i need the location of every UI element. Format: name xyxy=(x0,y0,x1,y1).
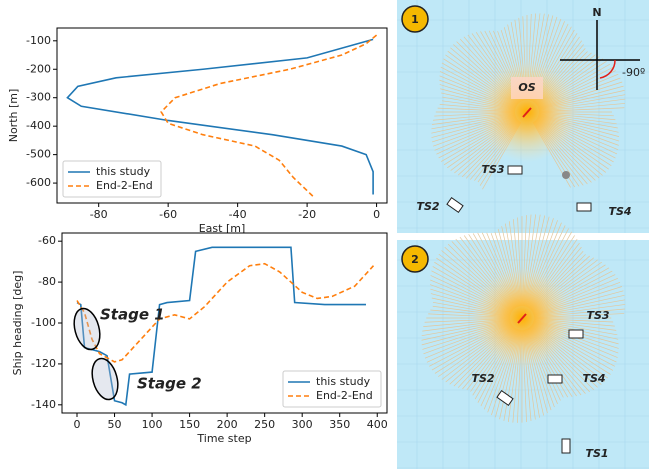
y-tick-label: -400 xyxy=(26,119,51,132)
x-tick-label: 400 xyxy=(367,418,388,431)
ship-label: TS2 xyxy=(471,372,494,385)
y-tick-label: -200 xyxy=(26,62,51,75)
y-tick-label: -100 xyxy=(31,316,56,329)
x-label: Time step xyxy=(196,432,251,445)
compass-n: N xyxy=(592,6,601,19)
x-tick-label: -40 xyxy=(229,208,247,221)
annotation: Stage 2 xyxy=(137,375,202,393)
ship xyxy=(562,439,570,453)
annotation: Stage 1 xyxy=(100,306,165,324)
ship-label: OS xyxy=(518,81,535,94)
x-tick-label: 200 xyxy=(217,418,238,431)
ship xyxy=(577,203,591,211)
x-tick-label: 150 xyxy=(179,418,200,431)
figure: 1 2 N -90º OS TS3 TS2 TS4 TS3 TS2 TS4 TS1 -80 -60 -40 -… xyxy=(0,0,649,469)
series-line xyxy=(161,35,376,197)
x-tick-label: 100 xyxy=(142,418,163,431)
panel-number: 1 xyxy=(411,13,419,26)
ship-label: TS3 xyxy=(481,163,504,176)
ship-label: TS2 xyxy=(416,200,439,213)
legend-label: this study xyxy=(316,375,371,388)
y-tick-label: -120 xyxy=(31,357,56,370)
stage-ellipse xyxy=(70,306,104,353)
x-tick-label: 0 xyxy=(373,208,380,221)
x-tick-label: -80 xyxy=(90,208,108,221)
legend-label: this study xyxy=(96,165,151,178)
ship-label: TS4 xyxy=(582,372,605,385)
y-tick-label: -100 xyxy=(26,34,51,47)
y-tick-label: -600 xyxy=(26,176,51,189)
ship xyxy=(548,375,562,383)
y-tick-label: -60 xyxy=(38,234,56,247)
x-tick-label: -60 xyxy=(159,208,177,221)
y-label: Ship heading [deg] xyxy=(11,271,24,376)
x-tick-label: 350 xyxy=(329,418,350,431)
y-tick-label: -80 xyxy=(38,275,56,288)
x-tick-label: 250 xyxy=(254,418,275,431)
compass-angle: -90º xyxy=(622,66,645,79)
ship-label: TS3 xyxy=(586,309,609,322)
panel-number: 2 xyxy=(411,253,419,266)
stage-ellipse xyxy=(88,356,122,403)
y-tick-label: -140 xyxy=(31,398,56,411)
legend-label: End-2-End xyxy=(96,179,153,192)
y-tick-label: -500 xyxy=(26,148,51,161)
ship-label: TS1 xyxy=(585,447,608,460)
x-tick-label: 0 xyxy=(74,418,81,431)
x-tick-label: -20 xyxy=(298,208,316,221)
obstacle xyxy=(562,171,570,179)
x-tick-label: 300 xyxy=(292,418,313,431)
y-tick-label: -300 xyxy=(26,91,51,104)
ship-label: TS4 xyxy=(608,205,631,218)
ship xyxy=(508,166,522,174)
y-label: North [m] xyxy=(7,89,20,143)
x-tick-label: 50 xyxy=(108,418,122,431)
legend-label: End-2-End xyxy=(316,389,373,402)
ship xyxy=(569,330,583,338)
